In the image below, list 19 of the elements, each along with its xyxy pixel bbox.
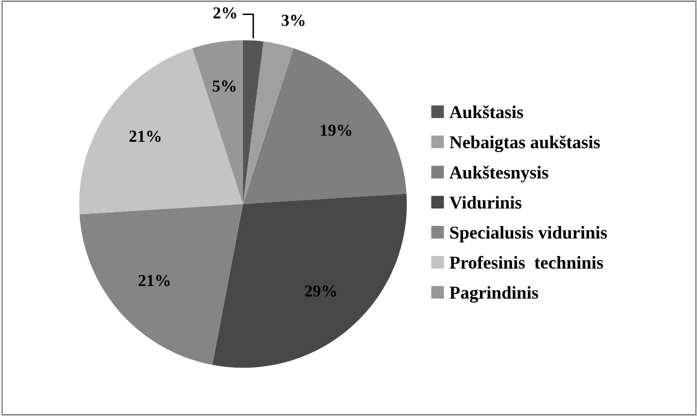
legend-label: Specialusis vidurinis [450, 226, 607, 242]
data-label: 19% [320, 124, 352, 136]
legend-label: Vidurinis [450, 196, 522, 209]
data-label: 29% [305, 285, 336, 297]
legend-label: Pagrindinis [450, 286, 538, 303]
pie-slice [243, 48, 406, 204]
data-label: 2% [213, 7, 236, 19]
legend-label: Profesinis techninis [450, 256, 604, 269]
pie-slice [79, 48, 243, 214]
data-label: 21% [138, 274, 170, 286]
data-label: 3% [282, 14, 305, 26]
data-label: 5% [212, 80, 236, 92]
data-label: 21% [129, 130, 161, 142]
legend-label: Nebaigtas aukštasis [450, 135, 600, 152]
pie-slice [80, 204, 243, 365]
legend-label: Aukštesnysis [449, 166, 548, 182]
pie-slice [243, 40, 264, 204]
pie-slice [212, 194, 407, 368]
legend-label: Aukštasis [449, 105, 524, 118]
